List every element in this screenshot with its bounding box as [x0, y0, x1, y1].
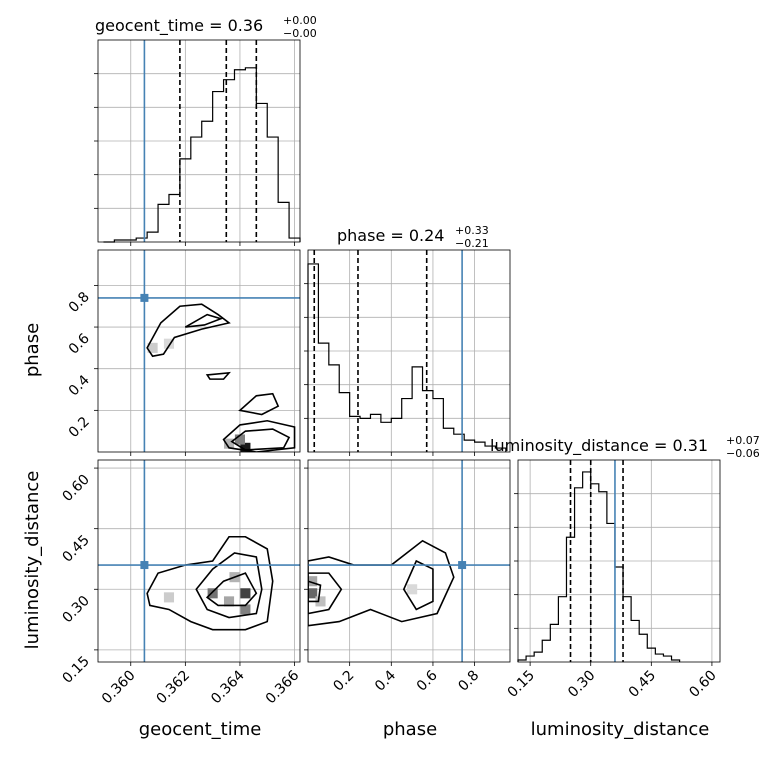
truth-marker	[140, 293, 149, 302]
axes-frame	[97, 39, 301, 243]
hist-panel-luminosity-distance: 0.15 0.30 0.45 0.60	[505, 459, 721, 701]
density-contour	[238, 392, 280, 416]
y-tick-label: 0.15	[59, 653, 92, 686]
hist-panel-phase	[304, 249, 511, 456]
title-geocent-time-minus: −0.00	[283, 27, 317, 40]
title-luminosity-distance-main: luminosity_distance = 0.31	[490, 436, 708, 456]
density-contour	[308, 539, 455, 627]
density-cell	[163, 592, 175, 603]
gridlines	[308, 460, 510, 662]
xlabel-luminosity-distance: luminosity_distance	[531, 719, 710, 740]
y-tick-label: 0.4	[66, 372, 93, 399]
panel-geocent-time-vs-luminosity-distance: 0.360 0.362 0.364 0.366 0.15 0.30 0.45 0.60	[59, 459, 303, 708]
histogram-geocent-time	[103, 67, 301, 243]
density-contour	[195, 552, 263, 619]
density-contour	[222, 419, 296, 452]
x-tick-label: 0.8	[455, 668, 482, 695]
panel-content	[146, 303, 296, 452]
y-tick-label: 0.2	[66, 414, 93, 441]
y-tick-label: 0.6	[66, 331, 93, 358]
title-luminosity-distance: luminosity_distance = 0.31 +0.07 −0.06	[490, 434, 760, 460]
axes-frame	[307, 249, 511, 453]
axes-frame	[307, 459, 511, 663]
title-phase-plus: +0.33	[455, 224, 489, 237]
density-contour	[205, 371, 231, 380]
density-cell	[223, 596, 235, 607]
title-geocent-time: geocent_time = 0.36 +0.00 −0.00	[95, 14, 317, 40]
x-tick-label: 0.4	[372, 667, 399, 694]
truth-marker	[140, 561, 149, 570]
title-phase-main: phase = 0.24	[337, 226, 444, 245]
density-contour	[146, 535, 274, 631]
x-tick-label: 0.364	[208, 667, 248, 707]
title-phase-minus: −0.21	[455, 237, 489, 250]
gridlines	[98, 460, 300, 662]
density-cell	[308, 588, 318, 599]
density-contour	[230, 428, 291, 451]
density-contour	[308, 572, 343, 615]
title-luminosity-distance-plus: +0.07	[726, 434, 760, 447]
density-cell	[315, 596, 326, 607]
hist-panel-geocent-time	[94, 39, 301, 246]
density-cell	[147, 342, 158, 353]
density-cell	[308, 576, 318, 587]
x-tick-label: 0.15	[505, 668, 538, 701]
density-cell	[240, 442, 251, 452]
panel-geocent-time-vs-phase: 0.2 0.4 0.6 0.8	[66, 249, 301, 456]
density-contour	[308, 580, 322, 603]
x-tick-label: 0.366	[263, 667, 303, 707]
panel-phase-vs-luminosity-distance: 0.2 0.4 0.6 0.8	[304, 459, 511, 695]
x-tick-label: 0.6	[414, 667, 441, 694]
axes-frame	[97, 459, 301, 663]
y-tick-label: 0.30	[59, 593, 92, 626]
density-cell	[163, 338, 175, 349]
x-tick-label: 0.45	[626, 668, 659, 701]
panel-content	[308, 539, 455, 627]
xlabel-geocent-time: geocent_time	[139, 719, 262, 740]
title-geocent-time-main: geocent_time = 0.36	[95, 16, 263, 36]
gridlines	[98, 250, 300, 452]
title-phase: phase = 0.24 +0.33 −0.21	[337, 224, 489, 250]
x-tick-label: 0.2	[330, 668, 357, 695]
density-contour	[184, 313, 224, 328]
ylabel-phase: phase	[22, 323, 43, 377]
density-contour	[205, 572, 258, 607]
density-cell	[223, 438, 235, 449]
density-cell	[234, 434, 245, 445]
density-cell	[207, 588, 218, 599]
density-cell	[240, 604, 251, 615]
truth-marker	[458, 561, 467, 570]
histogram-luminosity-distance	[517, 471, 681, 662]
density-contour	[146, 303, 231, 358]
xlabel-phase: phase	[383, 719, 437, 740]
x-tick-label: 0.30	[565, 668, 598, 701]
x-tick-label: 0.362	[154, 668, 194, 708]
ylabel-luminosity-distance: luminosity_distance	[22, 471, 43, 650]
y-tick-label: 0.8	[66, 289, 93, 316]
axes-frame	[517, 459, 721, 663]
y-tick-label: 0.45	[59, 532, 92, 565]
title-luminosity-distance-minus: −0.06	[726, 447, 760, 460]
x-tick-label: 0.360	[99, 668, 139, 708]
x-tick-label: 0.60	[686, 668, 719, 701]
title-geocent-time-plus: +0.00	[283, 14, 317, 27]
histogram-phase	[307, 263, 507, 452]
panel-content	[146, 535, 274, 631]
y-tick-label: 0.60	[59, 472, 92, 505]
density-cell	[407, 584, 418, 595]
density-cell	[240, 588, 251, 599]
axes-frame	[97, 249, 301, 453]
